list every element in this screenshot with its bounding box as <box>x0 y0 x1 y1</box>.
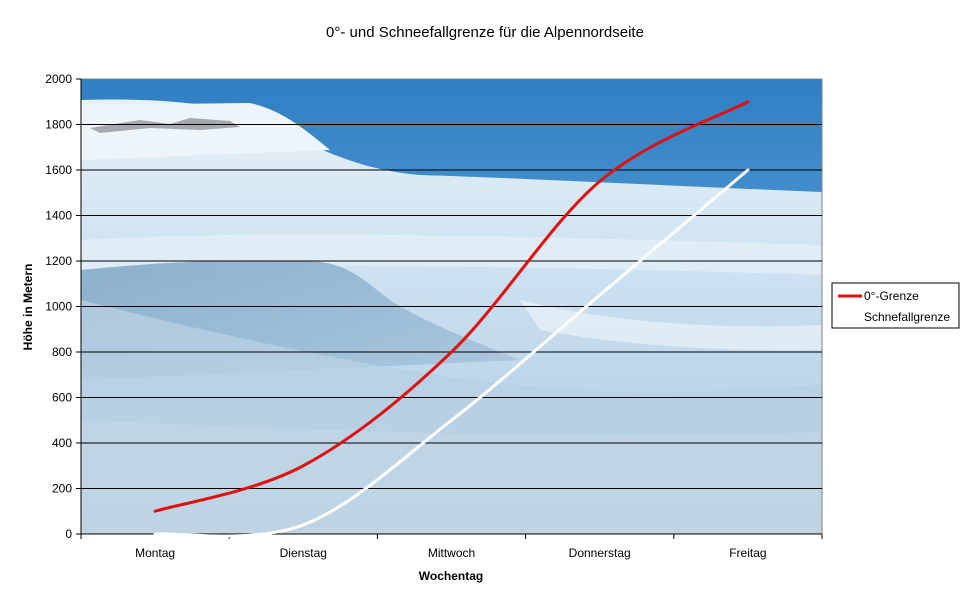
y-tick-label-800: 800 <box>52 345 72 359</box>
y-axis-title: Höhe in Metern <box>21 264 35 351</box>
y-tick-label-1400: 1400 <box>45 209 72 223</box>
x-tick-label-dienstag: Dienstag <box>280 546 327 560</box>
x-tick-label-freitag: Freitag <box>729 546 766 560</box>
series-lines <box>153 100 750 538</box>
y-tick-label-0: 0 <box>65 527 72 541</box>
series-line-schneefallgrenze <box>153 168 750 538</box>
y-tick-label-1000: 1000 <box>45 300 72 314</box>
y-tick-label-600: 600 <box>52 391 72 405</box>
y-tick-label-2000: 2000 <box>45 72 72 86</box>
y-tick-label-400: 400 <box>52 436 72 450</box>
x-tick-label-donnerstag: Donnerstag <box>569 546 631 560</box>
legend-label-0-grenze: 0°-Grenze <box>864 289 919 303</box>
y-tick-label-200: 200 <box>52 482 72 496</box>
chart-title: 0°- und Schneefallgrenze für die Alpenno… <box>326 24 644 41</box>
gridlines <box>81 124 822 489</box>
y-tick-label-1200: 1200 <box>45 254 72 268</box>
series-line-0-grenze <box>153 100 750 513</box>
x-tick-label-montag: Montag <box>135 546 175 560</box>
legend-label-schneefallgrenze: Schnefallgrenze <box>864 310 950 324</box>
legend: 0°-Grenze Schnefallgrenze <box>831 282 960 329</box>
y-tick-label-1600: 1600 <box>45 163 72 177</box>
y-axis: 0 200 400 600 800 1000 1200 1400 1600 1800 2000 <box>45 72 82 541</box>
x-axis: Montag Dienstag Mittwoch Donnerstag Freitag <box>80 533 823 560</box>
legend-box <box>831 282 960 329</box>
plot-background <box>81 79 822 534</box>
y-tick-label-1800: 1800 <box>45 118 72 132</box>
x-axis-title: Wochentag <box>419 569 483 583</box>
x-tick-label-mittwoch: Mittwoch <box>428 546 475 560</box>
